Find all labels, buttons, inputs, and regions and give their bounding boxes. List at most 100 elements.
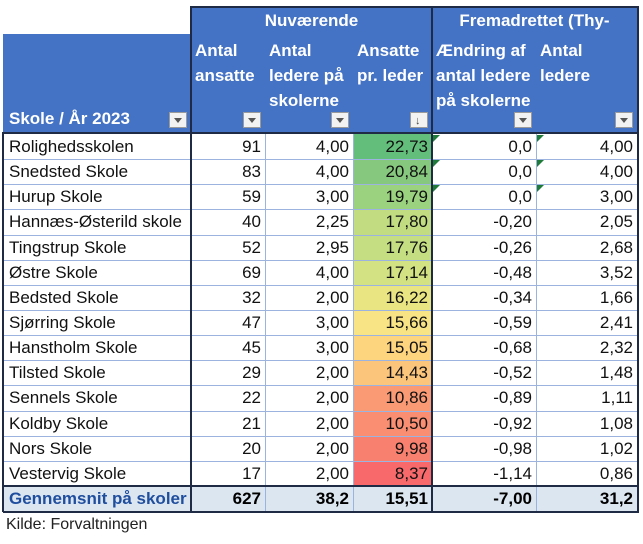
cell-future-leaders[interactable]: 2,32 [599,338,633,358]
cell-school[interactable]: Hanstholm Skole [9,338,138,358]
cell-change[interactable]: -0,59 [493,312,532,332]
cell-ratio[interactable]: 19,79 [353,184,432,210]
cell-change[interactable]: 0,0 [508,137,532,156]
cell-school[interactable]: Sennels Skole [9,388,118,408]
cell-employees[interactable]: 83 [242,162,261,182]
cell-employees[interactable]: 20 [242,438,261,458]
cell-ratio[interactable]: 8,37 [353,460,432,486]
total-ratio: 15,51 [353,486,432,511]
cell-change[interactable]: -0,20 [493,212,532,232]
cell-change[interactable]: -0,26 [493,237,532,257]
cell-leaders[interactable]: 2,00 [315,463,349,483]
cell-ratio[interactable]: 15,05 [353,335,432,361]
cell-employees[interactable]: 45 [242,338,261,358]
cell-school[interactable]: Hannæs-Østerild skole [9,212,182,232]
cell-change[interactable]: -0,52 [493,363,532,383]
cell-ratio[interactable]: 14,43 [353,360,432,386]
column-divider [265,134,266,511]
cell-school[interactable]: Koldby Skole [9,413,109,433]
cell-employees[interactable]: 69 [242,262,261,282]
cell-school[interactable]: Hurup Skole [9,187,103,207]
cell-change[interactable]: -0,89 [493,388,532,408]
cell-employees[interactable]: 32 [242,287,261,307]
cell-school[interactable]: Bedsted Skole [9,287,119,307]
row-divider [3,310,637,311]
cell-ratio[interactable]: 9,98 [353,435,432,461]
cell-employees[interactable]: 47 [242,312,261,332]
cell-future-leaders[interactable]: 2,68 [599,237,633,257]
cell-employees[interactable]: 59 [242,187,261,207]
row-divider [3,260,637,261]
cell-school[interactable]: Rolighedsskolen [9,137,134,156]
cell-leaders[interactable]: 2,00 [315,388,349,408]
cell-change[interactable]: 0,0 [508,162,532,182]
cell-change[interactable]: -0,92 [493,413,532,433]
row-divider [3,385,637,386]
cell-employees[interactable]: 17 [242,463,261,483]
cell-leaders[interactable]: 4,00 [315,137,349,156]
cell-ratio[interactable]: 20,84 [353,159,432,185]
cell-employees[interactable]: 22 [242,388,261,408]
cell-future-leaders[interactable]: 0,86 [599,463,633,483]
cell-future-leaders[interactable]: 1,11 [601,388,633,408]
cell-school[interactable]: Snedsted Skole [9,162,129,182]
cell-employees[interactable]: 91 [242,137,261,156]
cell-ratio[interactable]: 17,76 [353,234,432,260]
cell-ratio[interactable]: 10,50 [353,410,432,436]
cell-change[interactable]: -1,14 [493,463,532,483]
cell-change[interactable]: -0,98 [493,438,532,458]
cell-leaders[interactable]: 2,25 [315,212,349,232]
filter-dropdown-button[interactable] [169,112,187,128]
cell-school[interactable]: Vestervig Skole [9,463,127,483]
filter-dropdown-button[interactable] [514,112,532,128]
cell-leaders[interactable]: 3,00 [315,312,349,332]
cell-ratio[interactable]: 10,86 [353,385,432,411]
cell-future-leaders[interactable]: 2,41 [599,312,633,332]
cell-ratio[interactable]: 15,66 [353,309,432,336]
filter-dropdown-button[interactable] [331,112,349,128]
cell-leaders[interactable]: 4,00 [315,162,349,182]
table-bottom-border [3,511,639,513]
header-change: Ændring af antal ledere på skolerne [432,34,536,132]
cell-future-leaders[interactable]: 1,48 [599,363,633,383]
column-divider [431,6,433,512]
filter-dropdown-button[interactable] [615,112,633,128]
cell-school[interactable]: Nors Skole [9,438,93,458]
filter-dropdown-button[interactable] [243,112,261,128]
cell-change[interactable]: -0,34 [493,287,532,307]
cell-change[interactable]: 0,0 [508,187,532,207]
cell-future-leaders[interactable]: 1,08 [599,413,633,433]
cell-change[interactable]: -0,68 [493,338,532,358]
comment-indicator-icon [433,185,440,193]
cell-employees[interactable]: 29 [242,363,261,383]
cell-future-leaders[interactable]: 1,66 [599,287,633,307]
cell-school[interactable]: Sjørring Skole [9,312,116,332]
row-divider [3,436,637,437]
cell-school[interactable]: Tingstrup Skole [9,237,127,257]
cell-ratio[interactable]: 17,14 [353,259,432,285]
cell-future-leaders[interactable]: 1,02 [599,438,633,458]
cell-leaders[interactable]: 3,00 [315,187,349,207]
cell-future-leaders[interactable]: 3,52 [599,262,633,282]
cell-ratio[interactable]: 17,80 [353,209,432,235]
cell-ratio[interactable]: 22,73 [353,134,432,160]
cell-leaders[interactable]: 2,00 [315,413,349,433]
cell-ratio[interactable]: 16,22 [353,284,432,310]
cell-future-leaders[interactable]: 4,00 [599,162,633,182]
cell-leaders[interactable]: 2,95 [315,237,349,257]
cell-future-leaders[interactable]: 2,05 [599,212,633,232]
cell-leaders[interactable]: 2,00 [315,287,349,307]
sort-descending-button[interactable] [410,112,428,128]
cell-school[interactable]: Tilsted Skole [9,363,106,383]
cell-leaders[interactable]: 3,00 [315,338,349,358]
cell-change[interactable]: -0,48 [493,262,532,282]
cell-future-leaders[interactable]: 4,00 [599,137,633,156]
cell-leaders[interactable]: 2,00 [315,363,349,383]
cell-leaders[interactable]: 2,00 [315,438,349,458]
cell-school[interactable]: Østre Skole [9,262,98,282]
cell-leaders[interactable]: 4,00 [315,262,349,282]
cell-employees[interactable]: 40 [242,212,261,232]
cell-employees[interactable]: 21 [242,413,261,433]
cell-employees[interactable]: 52 [242,237,261,257]
cell-future-leaders[interactable]: 3,00 [599,187,633,207]
